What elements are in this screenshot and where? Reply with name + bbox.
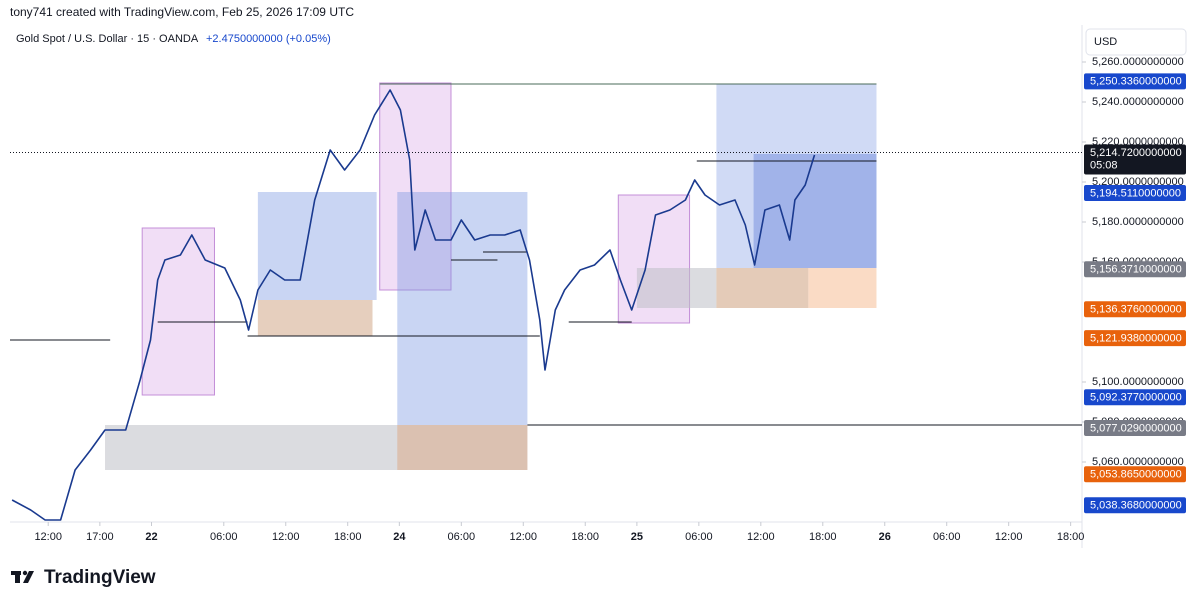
price-tag-label: 5,121.9380000000: [1090, 333, 1182, 345]
x-tick-label: 06:00: [685, 531, 713, 543]
price-line: [11, 89, 816, 521]
price-tag: [1084, 73, 1186, 90]
price-tag-label: 5,092.3770000000: [1090, 392, 1182, 404]
zone: [379, 82, 452, 291]
price-tag: [1084, 330, 1186, 347]
zone: [257, 192, 377, 300]
zone: [716, 268, 809, 308]
y-tick-label: 5,180.0000000000: [1092, 216, 1184, 228]
price-tag-label: 5,194.5110000000: [1090, 187, 1181, 199]
x-tick-label: 12:00: [747, 531, 775, 543]
x-tick-label: 22: [145, 531, 157, 543]
zone: [716, 84, 877, 268]
zone: [105, 425, 528, 470]
y-tick-label: 5,100.0000000000: [1092, 376, 1184, 388]
price-tag-label: 5,250.3360000000: [1090, 76, 1182, 88]
zone: [753, 154, 877, 268]
zone: [636, 268, 717, 308]
y-tick-label: 5,060.0000000000: [1092, 456, 1184, 468]
price-tag: [1084, 466, 1186, 483]
current-price-label: 5,214.7200000000: [1090, 147, 1182, 159]
price-tag-label: 5,053.8650000000: [1090, 469, 1182, 481]
x-tick-label: 18:00: [1057, 531, 1085, 543]
price-tag-label: 5,038.3680000000: [1090, 500, 1182, 512]
zone: [257, 300, 373, 336]
price-tag: [1084, 419, 1186, 436]
x-tick-label: 06:00: [933, 531, 961, 543]
y-tick-label: 5,240.0000000000: [1092, 96, 1184, 108]
y-tick-label: 5,200.0000000000: [1092, 176, 1184, 188]
price-tag-label: 5,156.3710000000: [1090, 264, 1182, 276]
price-tag-label: 5,077.0290000000: [1090, 422, 1182, 434]
price-tag: [1084, 497, 1186, 514]
x-tick-label: 12:00: [34, 531, 62, 543]
x-tick-label: 17:00: [86, 531, 114, 543]
price-tag-label: 5,136.3760000000: [1090, 304, 1182, 316]
x-tick-label: 18:00: [809, 531, 837, 543]
currency: USD: [1094, 36, 1117, 48]
zone: [397, 425, 528, 470]
x-tick-label: 06:00: [210, 531, 238, 543]
price-tag: [1084, 184, 1186, 201]
header: tony741 created with TradingView.com, Fe…: [10, 5, 354, 19]
x-tick-label: 06:00: [448, 531, 476, 543]
x-tick-label: 24: [393, 531, 406, 543]
plot-area: [10, 82, 1082, 521]
x-tick-label: 25: [631, 531, 643, 543]
zone: [141, 227, 215, 396]
x-tick-label: 12:00: [510, 531, 538, 543]
brand-logo: [11, 570, 34, 583]
x-tick-label: 18:00: [334, 531, 362, 543]
price-tag: [1084, 301, 1186, 318]
y-tick-label: 5,260.0000000000: [1092, 56, 1184, 68]
zone: [397, 192, 528, 425]
current-price-tag: [1084, 144, 1186, 175]
price-change: +2.4750000000 (+0.05%): [206, 33, 331, 45]
countdown: 05:08: [1090, 159, 1118, 171]
zone: [808, 268, 877, 308]
symbol-title: Gold Spot / U.S. Dollar · 15 · OANDA: [16, 33, 199, 45]
brand-name: TradingView: [44, 567, 156, 588]
x-tick-label: 12:00: [995, 531, 1023, 543]
price-tag: [1084, 389, 1186, 406]
price-tag: [1084, 261, 1186, 278]
x-tick-label: 26: [879, 531, 891, 543]
currency-box: [1085, 28, 1187, 56]
x-tick-label: 18:00: [571, 531, 599, 543]
x-tick-label: 12:00: [272, 531, 300, 543]
